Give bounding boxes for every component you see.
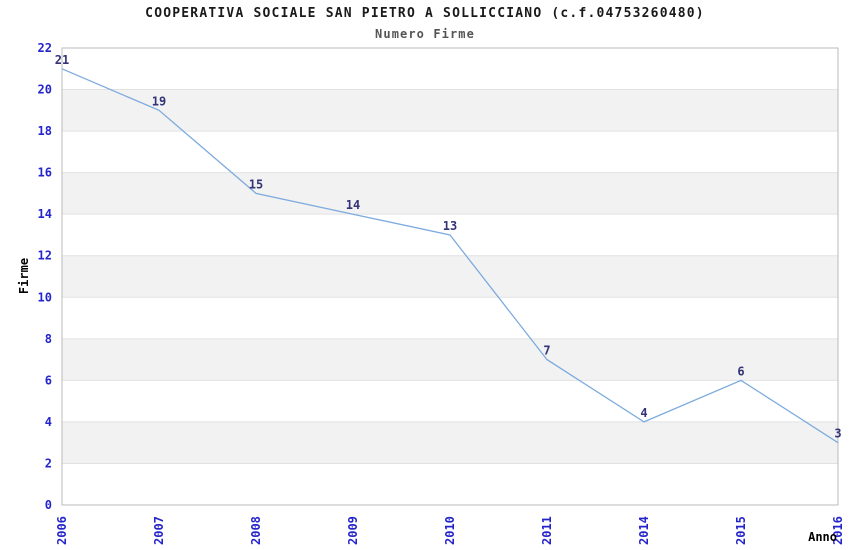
data-line-series bbox=[61, 68, 839, 444]
grid-band bbox=[62, 172, 838, 215]
point-value-label: 3 bbox=[834, 427, 841, 441]
plot-border bbox=[61, 47, 839, 506]
y-tick-label: 14 bbox=[38, 207, 52, 221]
grid-band bbox=[62, 421, 838, 464]
x-tick-label: 2014 bbox=[637, 516, 651, 545]
point-value-label: 19 bbox=[152, 94, 166, 108]
grid-band bbox=[62, 89, 838, 132]
y-tick-label: 8 bbox=[45, 332, 52, 346]
y-tick-label: 16 bbox=[38, 166, 52, 180]
x-tick-label: 2006 bbox=[55, 516, 69, 545]
x-tick-label: 2009 bbox=[346, 516, 360, 545]
x-tick-label: 2016 bbox=[831, 516, 845, 545]
y-tick-label: 12 bbox=[38, 249, 52, 263]
point-value-label: 15 bbox=[249, 177, 263, 191]
grid-band bbox=[62, 338, 838, 381]
point-value-label: 7 bbox=[543, 344, 550, 358]
grid-band bbox=[62, 255, 838, 298]
y-tick-label: 6 bbox=[45, 373, 52, 387]
point-value-label: 21 bbox=[55, 53, 69, 67]
x-tick-label: 2007 bbox=[152, 516, 166, 545]
x-tick-label: 2008 bbox=[249, 516, 263, 545]
point-value-label: 4 bbox=[640, 406, 647, 420]
x-axis-title: Anno bbox=[808, 530, 837, 544]
y-tick-label: 2 bbox=[45, 456, 52, 470]
y-tick-label: 20 bbox=[38, 83, 52, 97]
y-tick-label: 10 bbox=[38, 290, 52, 304]
chart-title: COOPERATIVA SOCIALE SAN PIETRO A SOLLICC… bbox=[145, 6, 705, 21]
x-tick-label: 2015 bbox=[734, 516, 748, 545]
y-tick-label: 18 bbox=[38, 124, 52, 138]
y-tick-label: 0 bbox=[45, 498, 52, 512]
y-tick-label: 4 bbox=[45, 415, 52, 429]
chart-subtitle: Numero Firme bbox=[375, 27, 475, 41]
point-value-label: 14 bbox=[346, 198, 360, 212]
point-value-label: 6 bbox=[737, 364, 744, 378]
y-axis-title: Firme bbox=[17, 258, 31, 294]
x-tick-label: 2011 bbox=[540, 516, 554, 545]
point-value-label: 13 bbox=[443, 219, 457, 233]
x-tick-label: 2010 bbox=[443, 516, 457, 545]
y-tick-label: 22 bbox=[38, 41, 52, 55]
